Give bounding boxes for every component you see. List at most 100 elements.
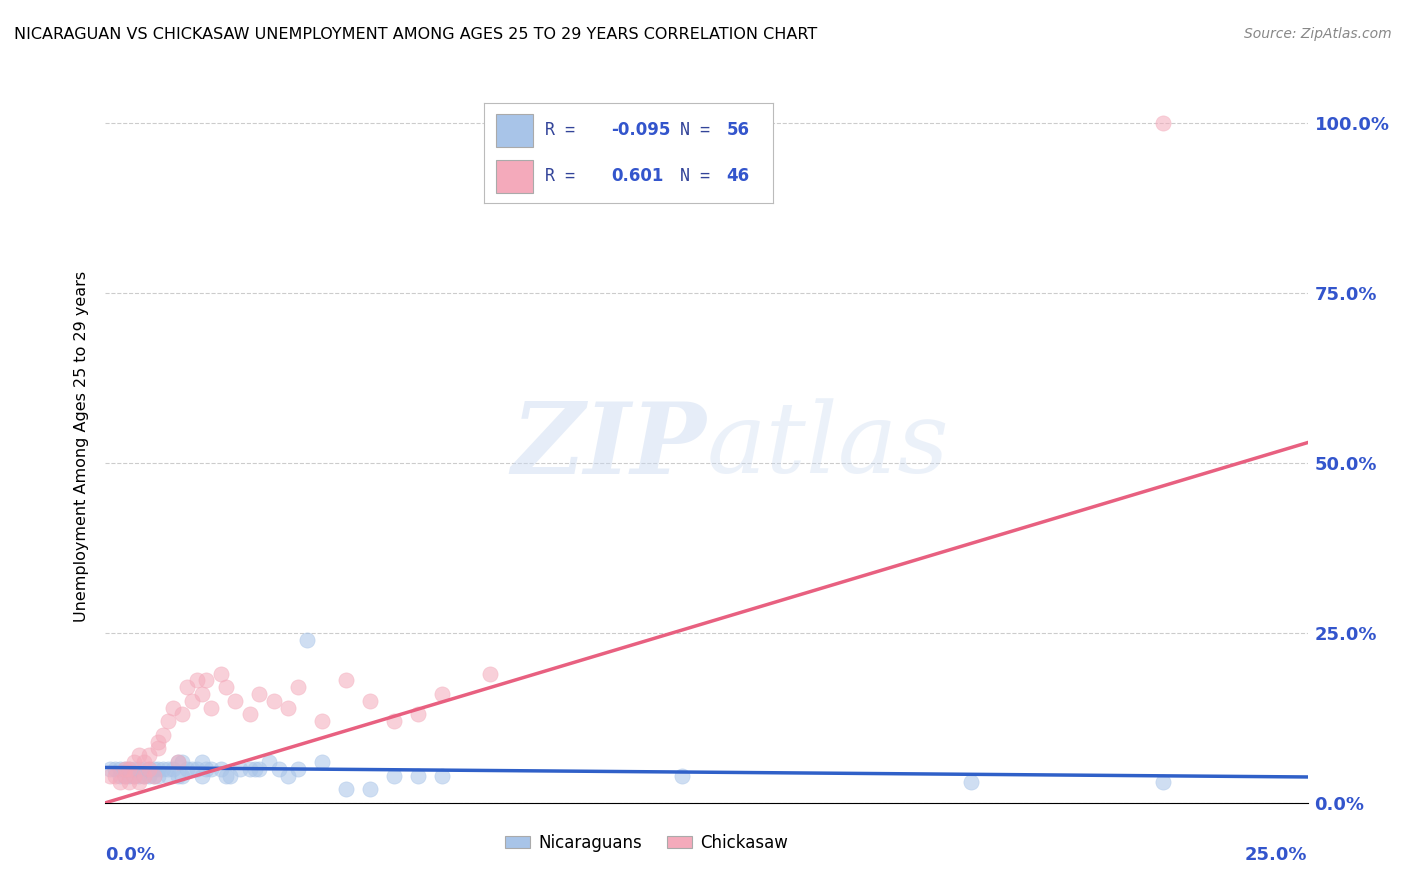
Point: [257, 755, 280, 769]
Point: [114, 769, 136, 783]
Point: [132, 762, 155, 776]
Point: [128, 775, 150, 789]
Point: [190, 687, 212, 701]
Point: [430, 687, 453, 701]
Point: [267, 762, 290, 776]
Point: [172, 707, 194, 722]
Text: 25.0%: 25.0%: [1246, 846, 1308, 863]
Text: ZIP: ZIP: [512, 398, 707, 494]
Point: [186, 673, 208, 688]
Point: [108, 775, 131, 789]
Point: [172, 755, 194, 769]
Point: [142, 769, 165, 783]
Point: [527, 116, 550, 130]
Point: [382, 714, 405, 729]
Point: [1152, 116, 1174, 130]
Text: NICARAGUAN VS CHICKASAW UNEMPLOYMENT AMONG AGES 25 TO 29 YEARS CORRELATION CHART: NICARAGUAN VS CHICKASAW UNEMPLOYMENT AMO…: [14, 27, 817, 42]
Point: [132, 769, 155, 783]
Legend: Nicaraguans, Chickasaw: Nicaraguans, Chickasaw: [498, 828, 794, 859]
Point: [239, 707, 262, 722]
Point: [142, 769, 165, 783]
Point: [359, 694, 381, 708]
Point: [224, 694, 246, 708]
Point: [209, 666, 232, 681]
Point: [277, 700, 299, 714]
Point: [277, 769, 299, 783]
Point: [114, 769, 136, 783]
Point: [118, 762, 141, 776]
Point: [176, 680, 198, 694]
Point: [214, 680, 236, 694]
Point: [311, 755, 333, 769]
Text: atlas: atlas: [707, 399, 949, 493]
Point: [148, 769, 170, 783]
Y-axis label: Unemployment Among Ages 25 to 29 years: Unemployment Among Ages 25 to 29 years: [75, 270, 90, 622]
Point: [335, 673, 357, 688]
Point: [186, 762, 208, 776]
Point: [287, 680, 309, 694]
Point: [138, 762, 160, 776]
Point: [156, 769, 179, 783]
Point: [1152, 775, 1174, 789]
Point: [128, 748, 150, 763]
Point: [118, 769, 141, 783]
Point: [104, 762, 127, 776]
Point: [671, 769, 693, 783]
Point: [128, 762, 150, 776]
Point: [247, 687, 270, 701]
Point: [98, 762, 121, 776]
Text: Source: ZipAtlas.com: Source: ZipAtlas.com: [1244, 27, 1392, 41]
Point: [166, 755, 188, 769]
Point: [156, 714, 179, 729]
Point: [263, 694, 285, 708]
Point: [152, 728, 174, 742]
Point: [124, 755, 146, 769]
Point: [229, 762, 252, 776]
Point: [406, 707, 429, 722]
Point: [124, 762, 146, 776]
Point: [176, 762, 198, 776]
Point: [960, 775, 983, 789]
Point: [430, 769, 453, 783]
Point: [98, 769, 121, 783]
Point: [118, 762, 141, 776]
Point: [138, 769, 160, 783]
Point: [200, 700, 222, 714]
Point: [132, 755, 155, 769]
Point: [128, 769, 150, 783]
Point: [156, 762, 179, 776]
Point: [148, 762, 170, 776]
Point: [138, 762, 160, 776]
Point: [172, 769, 194, 783]
Point: [195, 673, 218, 688]
Point: [311, 714, 333, 729]
Point: [297, 632, 319, 647]
Text: 0.0%: 0.0%: [105, 846, 156, 863]
Point: [181, 694, 204, 708]
Point: [114, 762, 136, 776]
Point: [181, 762, 204, 776]
Point: [335, 782, 357, 797]
Point: [138, 748, 160, 763]
Point: [287, 762, 309, 776]
Point: [108, 762, 131, 776]
Point: [108, 769, 131, 783]
Point: [124, 769, 146, 783]
Point: [239, 762, 262, 776]
Point: [142, 762, 165, 776]
Point: [209, 762, 232, 776]
Point: [219, 769, 242, 783]
Point: [124, 769, 146, 783]
Point: [114, 762, 136, 776]
Point: [195, 762, 218, 776]
Point: [479, 666, 502, 681]
Point: [148, 734, 170, 748]
Point: [166, 769, 188, 783]
Point: [132, 769, 155, 783]
Point: [148, 741, 170, 756]
Point: [166, 755, 188, 769]
Point: [406, 769, 429, 783]
Point: [104, 769, 127, 783]
Point: [118, 775, 141, 789]
Point: [359, 782, 381, 797]
